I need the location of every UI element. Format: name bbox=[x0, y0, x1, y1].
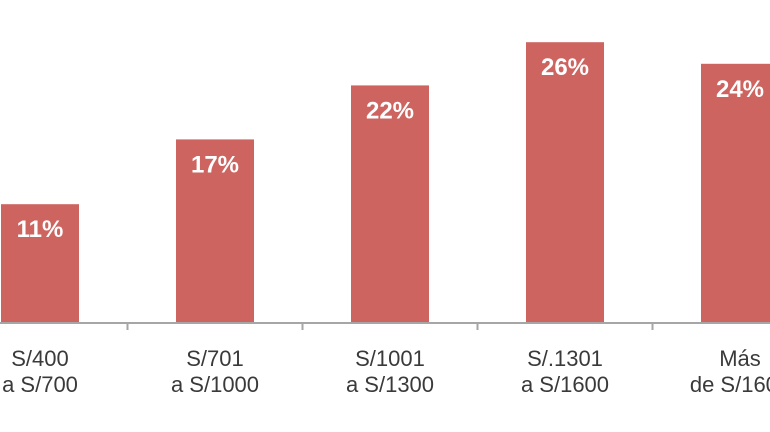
category-label-1: S/701 a S/1000 bbox=[171, 346, 259, 397]
category-label-line: de S/1600 bbox=[690, 372, 770, 397]
category-label-line: S/400 bbox=[11, 346, 69, 371]
data-labels-layer: 11% 17% 22% 26% 24% bbox=[17, 54, 764, 243]
bar-4 bbox=[701, 63, 770, 324]
category-label-3: S/.1301 a S/1600 bbox=[521, 346, 609, 397]
bar-3 bbox=[526, 42, 604, 323]
category-label-line: Más bbox=[719, 346, 761, 371]
category-label-line: S/1001 bbox=[355, 346, 425, 371]
bar-0 bbox=[1, 204, 79, 323]
data-label-2: 22% bbox=[366, 97, 414, 124]
x-axis-ticks bbox=[126, 323, 654, 330]
bars-layer bbox=[1, 42, 770, 324]
data-label-3: 26% bbox=[541, 54, 589, 81]
data-label-4: 24% bbox=[716, 76, 764, 103]
bar-2 bbox=[351, 85, 429, 324]
category-label-0: S/400 a S/700 bbox=[2, 346, 78, 397]
category-label-line: a S/700 bbox=[2, 372, 78, 397]
category-label-line: a S/1300 bbox=[346, 372, 434, 397]
category-label-line: a S/1000 bbox=[171, 372, 259, 397]
category-label-line: a S/1600 bbox=[521, 372, 609, 397]
category-label-line: S/.1301 bbox=[527, 346, 603, 371]
data-label-1: 17% bbox=[191, 151, 239, 178]
data-label-0: 11% bbox=[17, 216, 64, 243]
bar-1 bbox=[176, 139, 254, 323]
category-label-line: S/701 bbox=[186, 346, 244, 371]
category-label-2: S/1001 a S/1300 bbox=[346, 346, 434, 397]
